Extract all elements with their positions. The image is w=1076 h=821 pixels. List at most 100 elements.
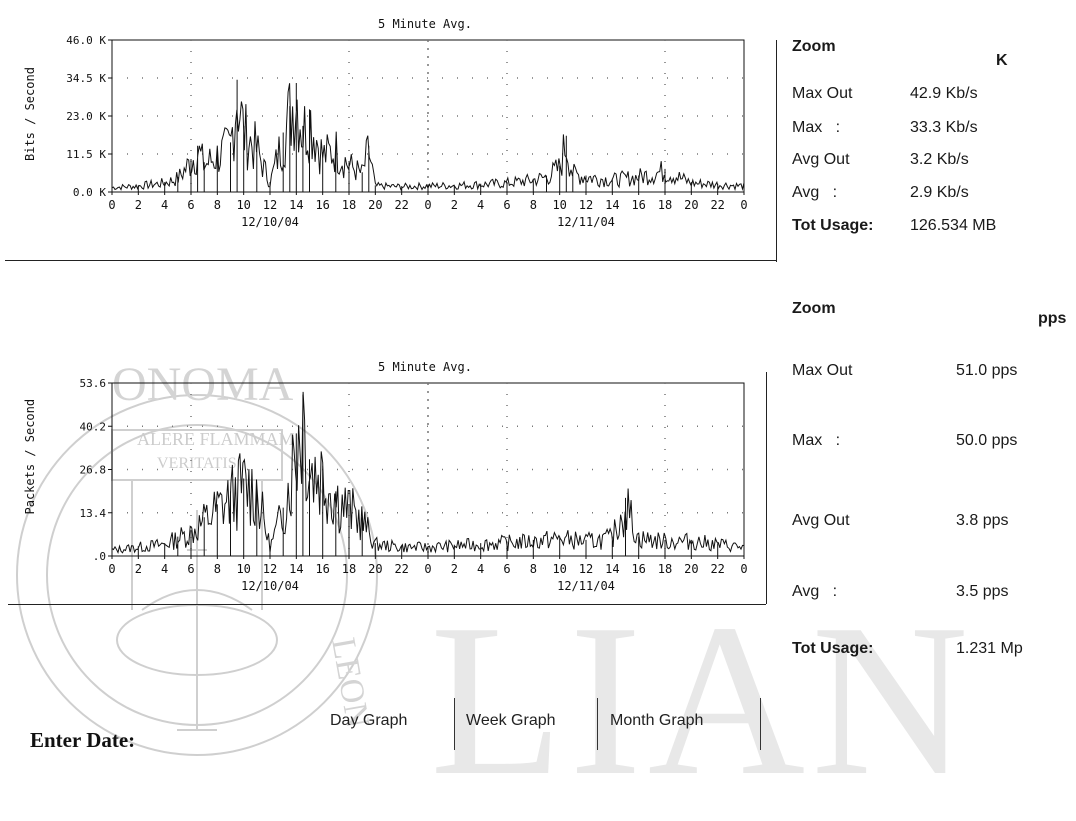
bits-graph-svg: 5 Minute Avg. Bits / Second 46.0 K 34.5 K 23… [23, 17, 748, 229]
watermark-seal: ONOMA ALERE FLAMMAM VERITATIS LEON [16, 358, 378, 756]
stat-label: Avg Out [792, 512, 850, 529]
x-tick-label: 0 [424, 562, 431, 576]
x-tick-label: 12 [263, 562, 277, 576]
series-line [111, 79, 745, 192]
y-tick-label: 0.0 K [73, 186, 106, 199]
x-tick-label: 8 [530, 198, 537, 212]
y-tick-label: 11.5 K [66, 148, 106, 161]
total-usage-value: 1.231 Mp [956, 640, 1023, 657]
watermark-seal-text: VERITATIS [157, 455, 237, 472]
stat-label: Max Out [792, 85, 853, 102]
x-tick-label: 14 [605, 562, 619, 576]
unit-label: K [996, 52, 1008, 69]
x-tick-label: 12 [579, 198, 593, 212]
stat-value: 42.9 Kb/s [910, 85, 978, 102]
x-tick-label: 18 [658, 562, 672, 576]
x-tick-label: 20 [368, 562, 382, 576]
x-tick-label: 20 [368, 198, 382, 212]
x-tick-label: 2 [451, 562, 458, 576]
y-tick-label: 13.4 [80, 507, 107, 520]
total-usage-label: Tot Usage: [792, 640, 874, 657]
x-tick-label: 14 [289, 198, 303, 212]
stat-value: 51.0 pps [956, 362, 1018, 379]
x-tick-label: 22 [710, 562, 724, 576]
x-tick-label: 6 [187, 198, 194, 212]
x-tick-label: 8 [530, 562, 537, 576]
x-tick-label: 2 [451, 198, 458, 212]
tab-separator [760, 698, 761, 750]
y-tick-label: 40.2 [80, 420, 107, 433]
graph-right-border [776, 40, 777, 262]
zoom-label[interactable]: Zoom [792, 38, 836, 55]
y-tick-label: 26.8 [80, 464, 107, 477]
tab-day-graph[interactable]: Day Graph [330, 712, 408, 729]
x-tick-label: 4 [161, 198, 168, 212]
graph-bottom-border [5, 260, 776, 261]
x-tick-label: 0 [108, 562, 115, 576]
x-tick-label: 16 [631, 562, 645, 576]
graph-right-border [766, 372, 767, 604]
watermark-seal-text: ONOMA [112, 358, 294, 411]
x-tick-label: 14 [605, 198, 619, 212]
stat-label: Max : [792, 432, 841, 449]
stat-value: 50.0 pps [956, 432, 1018, 449]
y-tick-label: 53.6 [80, 377, 107, 390]
x-tick-label: 10 [552, 562, 566, 576]
date-label: 12/10/04 [241, 579, 299, 593]
x-tick-label: 22 [394, 198, 408, 212]
y-axis-label: Packets / Second [23, 399, 37, 515]
stat-value: 2.9 Kb/s [910, 184, 969, 201]
stat-label: Avg : [792, 184, 838, 201]
x-tick-label: 16 [631, 198, 645, 212]
tab-week-graph[interactable]: Week Graph [466, 712, 556, 729]
date-label: 12/10/04 [241, 215, 299, 229]
x-tick-label: 0 [740, 198, 747, 212]
packets-graph-svg: 5 Minute Avg.Packets / Second53.640.226.… [23, 360, 748, 593]
total-usage-label: Tot Usage: [792, 217, 874, 234]
stat-label: Avg : [792, 583, 838, 600]
stat-label: Max : [792, 119, 841, 136]
tab-month-graph[interactable]: Month Graph [610, 712, 704, 729]
stat-value: 3.8 pps [956, 512, 1009, 529]
x-tick-label: 8 [214, 198, 221, 212]
stat-label: Max Out [792, 362, 853, 379]
x-tick-label: 10 [236, 198, 250, 212]
x-tick-label: 4 [161, 562, 168, 576]
x-tick-label: 2 [135, 562, 142, 576]
total-usage-value: 126.534 MB [910, 217, 997, 234]
y-tick-label: 23.0 K [66, 110, 106, 123]
x-tick-label: 16 [315, 198, 329, 212]
series-line [111, 391, 745, 556]
x-tick-label: 10 [236, 562, 250, 576]
zoom-label[interactable]: Zoom [792, 300, 836, 317]
packets-stats: Zoom pps Max Out 51.0 pps Max : 50.0 pps A… [792, 300, 1076, 670]
stat-value: 3.5 pps [956, 583, 1009, 600]
x-tick-label: 12 [263, 198, 277, 212]
x-tick-label: 22 [394, 562, 408, 576]
x-tick-label: 4 [477, 562, 484, 576]
x-tick-label: 8 [214, 562, 221, 576]
x-tick-label: 18 [342, 562, 356, 576]
x-tick-label: 20 [684, 198, 698, 212]
x-tick-label: 16 [315, 562, 329, 576]
bits-graph: 5 Minute Avg. Bits / Second 46.0 K 34.5 K 23… [0, 0, 780, 265]
x-tick-label: 18 [342, 198, 356, 212]
x-tick-label: 12 [579, 562, 593, 576]
y-tick-label: .0 [93, 550, 106, 563]
enter-date-label: Enter Date: [30, 728, 136, 752]
y-axis-label: Bits / Second [23, 67, 37, 161]
x-tick-label: 4 [477, 198, 484, 212]
packets-graph: 5 Minute Avg. Packets / Second 53.6 40.2 26.… [0, 350, 780, 610]
y-tick-label: 34.5 K [66, 72, 106, 85]
stat-value: 3.2 Kb/s [910, 151, 969, 168]
x-tick-label: 18 [658, 198, 672, 212]
bits-stats: Zoom K Max Out 42.9 Kb/s Max : 33.3 Kb/s A… [792, 38, 1072, 268]
x-tick-label: 6 [503, 198, 510, 212]
x-tick-label: 6 [503, 562, 510, 576]
stat-label: Avg Out [792, 151, 850, 168]
x-tick-label: 2 [135, 198, 142, 212]
y-tick-label: 46.0 K [66, 34, 106, 47]
x-tick-label: 0 [424, 198, 431, 212]
stat-value: 33.3 Kb/s [910, 119, 978, 136]
x-tick-label: 6 [187, 562, 194, 576]
